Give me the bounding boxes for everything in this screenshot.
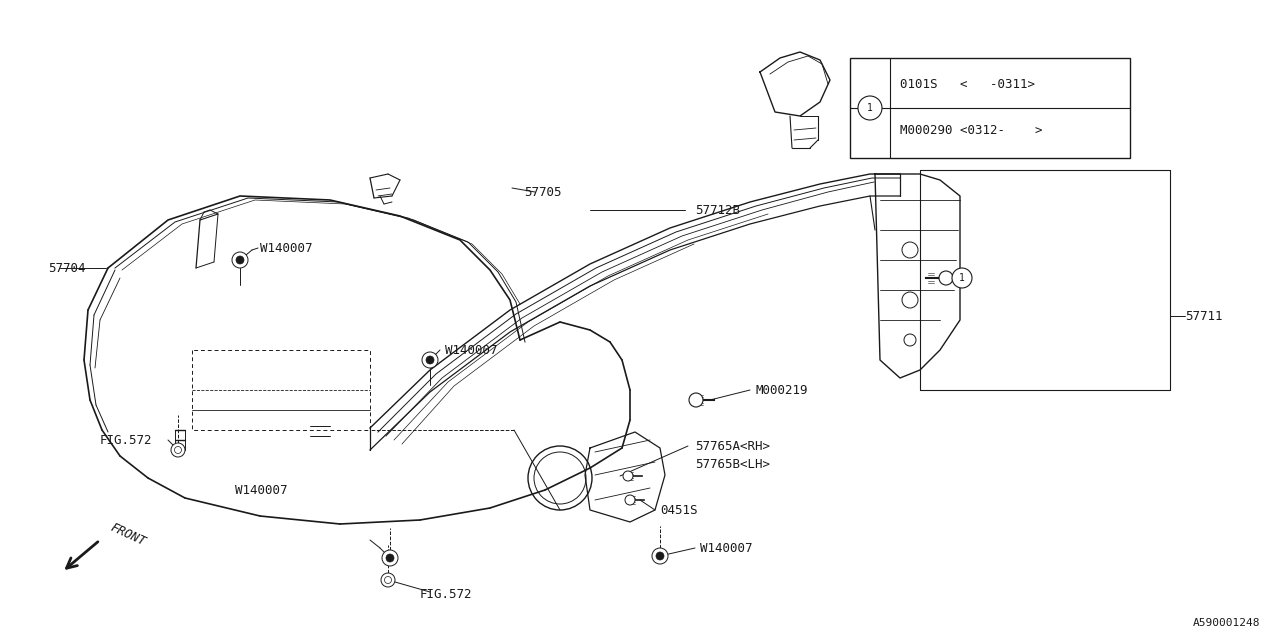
Text: 57704: 57704 <box>49 262 86 275</box>
Text: FRONT: FRONT <box>108 521 147 549</box>
Circle shape <box>387 554 394 562</box>
Text: 1: 1 <box>959 273 965 283</box>
Text: 57705: 57705 <box>524 186 562 198</box>
Text: M000290 <0312-    >: M000290 <0312- > <box>900 125 1042 138</box>
Circle shape <box>625 495 635 505</box>
Circle shape <box>902 292 918 308</box>
Circle shape <box>652 548 668 564</box>
Circle shape <box>426 356 434 364</box>
Text: 0101S   <   -0311>: 0101S < -0311> <box>900 79 1036 92</box>
Circle shape <box>657 552 664 560</box>
Circle shape <box>529 446 591 510</box>
Circle shape <box>236 256 244 264</box>
Circle shape <box>232 252 248 268</box>
Text: 57765A<RH>: 57765A<RH> <box>695 440 771 452</box>
Circle shape <box>904 334 916 346</box>
Circle shape <box>623 471 634 481</box>
Circle shape <box>174 447 182 454</box>
Text: FIG.572: FIG.572 <box>100 433 152 447</box>
Text: 57712B: 57712B <box>695 204 740 216</box>
Text: W140007: W140007 <box>260 241 312 255</box>
Circle shape <box>952 268 972 288</box>
Text: W140007: W140007 <box>700 541 753 554</box>
Circle shape <box>422 352 438 368</box>
Text: FIG.572: FIG.572 <box>420 589 472 602</box>
Text: 0451S: 0451S <box>660 504 698 516</box>
Circle shape <box>381 550 398 566</box>
Circle shape <box>384 577 392 584</box>
Circle shape <box>858 96 882 120</box>
Text: 57765B<LH>: 57765B<LH> <box>695 458 771 470</box>
Text: W140007: W140007 <box>445 344 498 356</box>
Text: M000219: M000219 <box>755 383 808 397</box>
Bar <box>850 58 1130 158</box>
Text: A590001248: A590001248 <box>1193 618 1260 628</box>
Circle shape <box>902 242 918 258</box>
Circle shape <box>381 573 396 587</box>
Text: W140007: W140007 <box>236 483 288 497</box>
Circle shape <box>172 443 186 457</box>
Circle shape <box>940 271 954 285</box>
Text: 1: 1 <box>867 103 873 113</box>
Text: 57711: 57711 <box>1185 310 1222 323</box>
Circle shape <box>689 393 703 407</box>
